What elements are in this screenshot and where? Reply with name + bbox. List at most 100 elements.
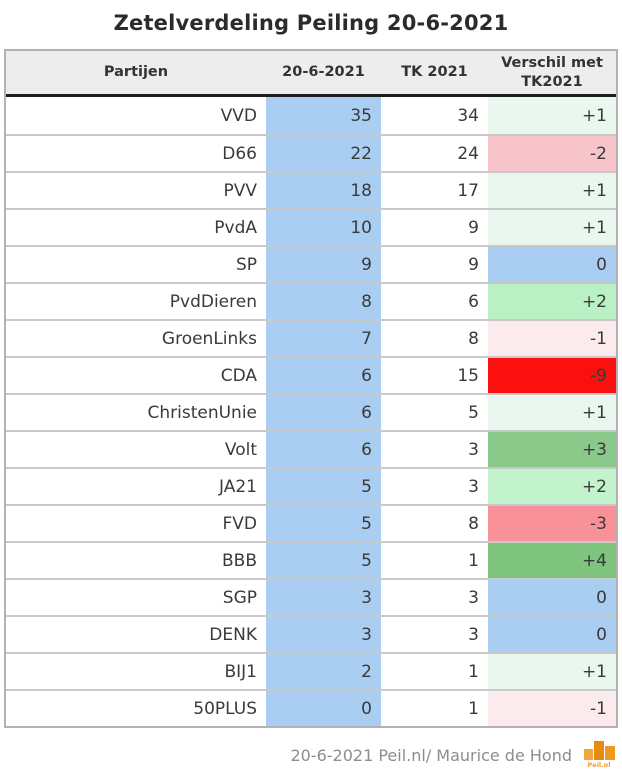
diff-cell: +1	[488, 395, 616, 430]
footer: 20-6-2021 Peil.nl/ Maurice de Hond Peil.…	[290, 736, 617, 774]
diff-cell: -2	[488, 136, 616, 171]
party-cell: 50PLUS	[193, 698, 257, 719]
party-cell: BIJ1	[224, 661, 257, 682]
tk-cell: 5	[468, 402, 479, 423]
poll-cell: 2	[266, 654, 381, 689]
diff-cell: -9	[488, 358, 616, 393]
table-row: GroenLinks 7 8 -1	[6, 319, 616, 356]
bar-chart-icon	[583, 741, 615, 760]
diff-cell: +1	[488, 210, 616, 245]
tk-cell: 34	[457, 105, 479, 126]
party-cell: PVV	[223, 180, 257, 201]
tk-cell: 8	[468, 513, 479, 534]
table-row: 50PLUS 0 1 -1	[6, 689, 616, 726]
peil-nl-logo: Peil.nl	[581, 741, 617, 769]
logo-wordmark: Peil.nl	[587, 761, 611, 769]
tk-cell: 3	[468, 624, 479, 645]
party-cell: PvdA	[214, 217, 257, 238]
poll-cell: 6	[266, 395, 381, 430]
party-cell: BBB	[222, 550, 257, 571]
poll-cell: 8	[266, 284, 381, 319]
table-row: JA21 5 3 +2	[6, 467, 616, 504]
diff-cell: +1	[488, 173, 616, 208]
diff-cell: +2	[488, 284, 616, 319]
diff-cell: -1	[488, 691, 616, 726]
poll-cell: 10	[266, 210, 381, 245]
poll-cell: 6	[266, 358, 381, 393]
poll-cell: 6	[266, 432, 381, 467]
poll-cell: 35	[266, 97, 381, 134]
logo-bar-left	[583, 749, 593, 760]
poll-cell: 3	[266, 580, 381, 615]
table-row: SP 9 9 0	[6, 245, 616, 282]
poll-cell: 5	[266, 543, 381, 578]
tk-cell: 24	[457, 143, 479, 164]
tk-cell: 1	[468, 698, 479, 719]
party-cell: VVD	[220, 105, 257, 126]
column-header-verschil: Verschil met TK2021	[501, 55, 603, 90]
tk-cell: 17	[457, 180, 479, 201]
table-row: PvdA 10 9 +1	[6, 208, 616, 245]
seat-table: Partijen 20-6-2021 TK 2021 Verschil met …	[4, 49, 618, 728]
table-header-row: Partijen 20-6-2021 TK 2021 Verschil met …	[6, 51, 616, 97]
credit-text: 20-6-2021 Peil.nl/ Maurice de Hond	[290, 745, 572, 765]
table-row: CDA 6 15 -9	[6, 356, 616, 393]
column-header-poll-date: 20-6-2021	[282, 64, 365, 81]
table-row: SGP 3 3 0	[6, 578, 616, 615]
poll-cell: 5	[266, 506, 381, 541]
tk-cell: 1	[468, 550, 479, 571]
tk-cell: 1	[468, 661, 479, 682]
tk-cell: 3	[468, 439, 479, 460]
diff-cell: 0	[488, 247, 616, 282]
diff-cell: 0	[488, 580, 616, 615]
column-header-partijen: Partijen	[103, 64, 169, 81]
party-cell: ChristenUnie	[147, 402, 257, 423]
table-row: ChristenUnie 6 5 +1	[6, 393, 616, 430]
poll-cell: 5	[266, 469, 381, 504]
tk-cell: 15	[457, 365, 479, 386]
table-row: Volt 6 3 +3	[6, 430, 616, 467]
party-cell: DENK	[209, 624, 257, 645]
logo-bar-right	[604, 746, 615, 760]
tk-cell: 3	[468, 587, 479, 608]
party-cell: SP	[235, 254, 257, 275]
table-row: FVD 5 8 -3	[6, 504, 616, 541]
diff-cell: +3	[488, 432, 616, 467]
diff-cell: -1	[488, 321, 616, 356]
party-cell: JA21	[219, 476, 257, 497]
party-cell: FVD	[222, 513, 258, 534]
diff-cell: -3	[488, 506, 616, 541]
logo-bar-middle	[593, 741, 604, 760]
tk-cell: 9	[468, 217, 479, 238]
poll-cell: 3	[266, 617, 381, 652]
diff-cell: +1	[488, 97, 616, 134]
poll-cell: 9	[266, 247, 381, 282]
diff-cell: +2	[488, 469, 616, 504]
poll-cell: 0	[266, 691, 381, 726]
page-title: Zetelverdeling Peiling 20-6-2021	[113, 11, 509, 35]
party-cell: D66	[222, 143, 257, 164]
table-row: VVD 35 34 +1	[6, 97, 616, 134]
diff-cell: 0	[488, 617, 616, 652]
tk-cell: 6	[468, 291, 479, 312]
table-row: PvdDieren 8 6 +2	[6, 282, 616, 319]
table-row: D66 22 24 -2	[6, 134, 616, 171]
table-row: BBB 5 1 +4	[6, 541, 616, 578]
poll-cell: 7	[266, 321, 381, 356]
party-cell: SGP	[222, 587, 257, 608]
party-cell: Volt	[224, 439, 257, 460]
diff-cell: +4	[488, 543, 616, 578]
poll-cell: 18	[266, 173, 381, 208]
party-cell: PvdDieren	[169, 291, 257, 312]
table-row: PVV 18 17 +1	[6, 171, 616, 208]
column-header-tk2021: TK 2021	[401, 64, 468, 81]
tk-cell: 8	[468, 328, 479, 349]
table-body: VVD 35 34 +1 D66 22 24 -2 PVV 18 17 +1 P…	[6, 97, 616, 726]
party-cell: CDA	[220, 365, 257, 386]
diff-cell: +1	[488, 654, 616, 689]
tk-cell: 9	[468, 254, 479, 275]
table-row: DENK 3 3 0	[6, 615, 616, 652]
table-row: BIJ1 2 1 +1	[6, 652, 616, 689]
party-cell: GroenLinks	[161, 328, 257, 349]
